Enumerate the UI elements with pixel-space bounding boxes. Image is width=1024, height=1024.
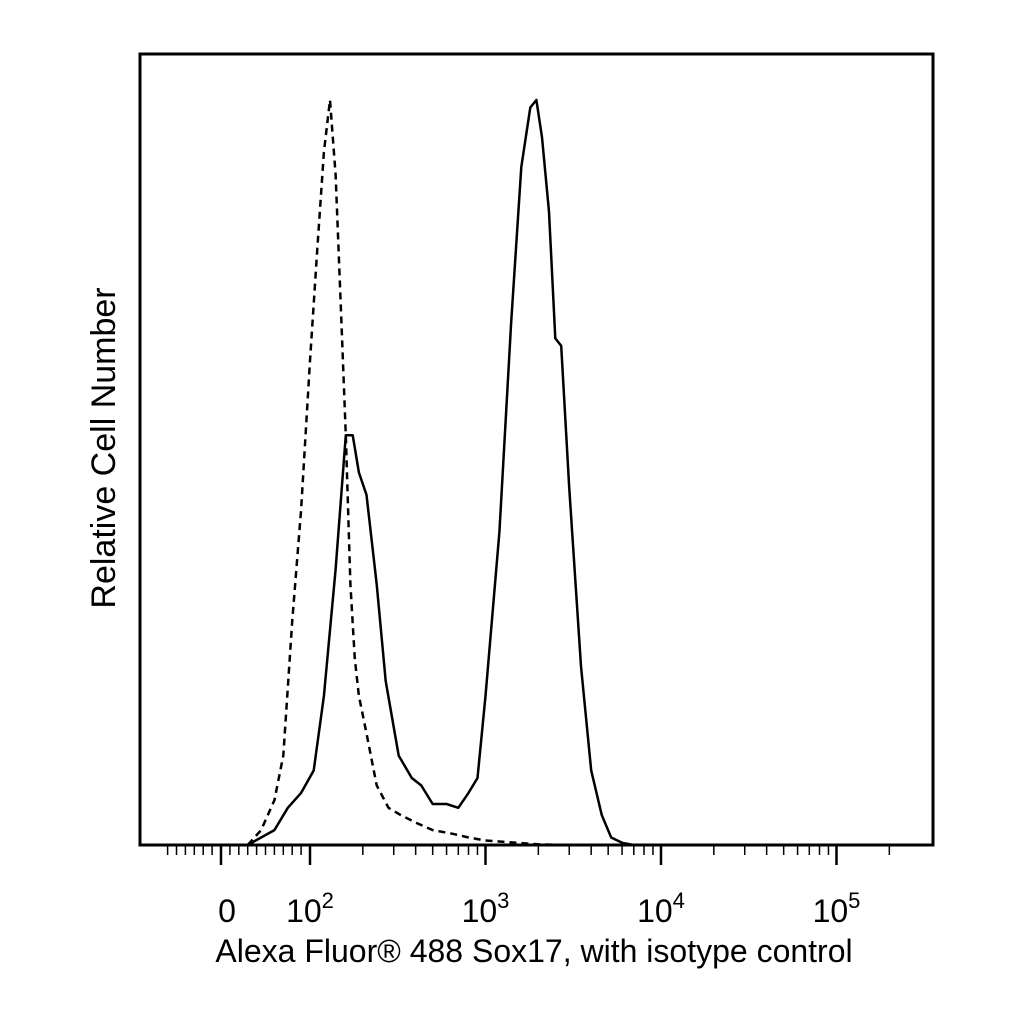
- x-tick-label: 104: [637, 888, 685, 929]
- sox17-series: [140, 98, 933, 847]
- x-tick-label: 103: [462, 888, 510, 929]
- x-tick-label: 105: [813, 888, 861, 929]
- y-axis-label: Relative Cell Number: [85, 287, 123, 608]
- x-axis-label: Alexa Fluor® 488 Sox17, with isotype con…: [215, 933, 852, 969]
- histogram-series: [140, 98, 933, 847]
- plot-frame: [138, 52, 935, 847]
- x-axis-ticks: [166, 845, 891, 865]
- x-tick-label: 0: [218, 893, 236, 929]
- x-axis-tick-labels: 0 102 103 104 105: [218, 888, 860, 929]
- x-tick-label: 102: [286, 888, 334, 929]
- isotype-control-series: [140, 98, 933, 847]
